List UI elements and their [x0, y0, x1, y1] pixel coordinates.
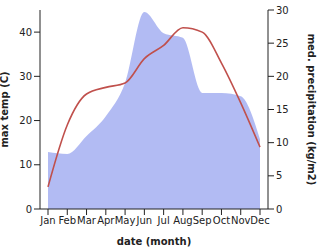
svg-text:Dec: Dec — [250, 215, 269, 226]
svg-text:Mar: Mar — [77, 215, 97, 226]
svg-text:Jun: Jun — [136, 215, 153, 226]
svg-text:Feb: Feb — [58, 215, 76, 226]
svg-text:30: 30 — [276, 5, 289, 16]
svg-text:20: 20 — [19, 115, 32, 126]
svg-text:med. precipitation (kg/m2): med. precipitation (kg/m2) — [306, 34, 310, 186]
svg-text:Jul: Jul — [157, 215, 170, 226]
svg-text:Apr: Apr — [97, 215, 115, 226]
svg-text:40: 40 — [19, 27, 32, 38]
svg-text:May: May — [115, 215, 136, 226]
svg-text:15: 15 — [276, 104, 289, 115]
svg-text:20: 20 — [276, 71, 289, 82]
svg-text:0: 0 — [276, 204, 282, 215]
svg-text:5: 5 — [276, 170, 282, 181]
svg-text:max temp (C): max temp (C) — [8, 71, 10, 147]
svg-text:0: 0 — [26, 204, 32, 215]
svg-text:Jan: Jan — [39, 215, 55, 226]
svg-text:25: 25 — [276, 38, 289, 49]
svg-text:10: 10 — [276, 137, 289, 148]
svg-text:Nov: Nov — [231, 215, 251, 226]
svg-text:Sep: Sep — [193, 215, 212, 226]
svg-text:10: 10 — [19, 159, 32, 170]
svg-text:Aug: Aug — [173, 215, 193, 226]
svg-text:30: 30 — [19, 71, 32, 82]
svg-text:date (month): date (month) — [117, 236, 191, 247]
svg-text:Oct: Oct — [213, 215, 230, 226]
